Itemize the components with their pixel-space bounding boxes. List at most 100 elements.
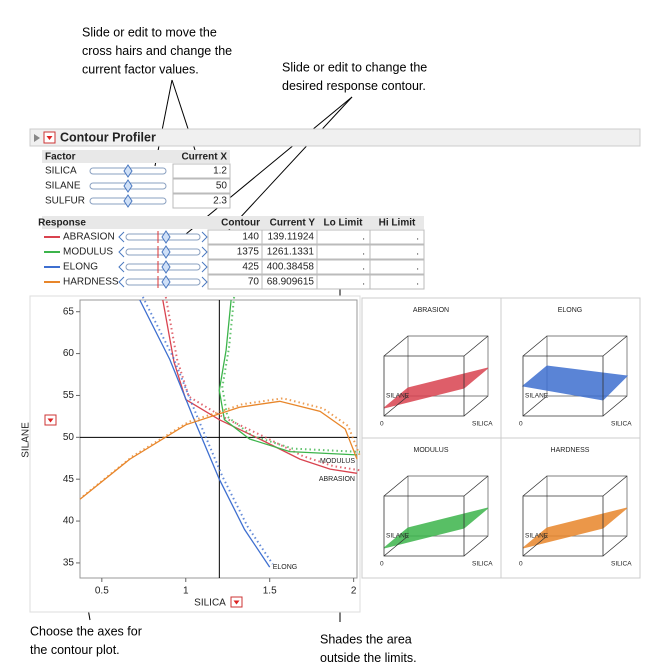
edit-box[interactable] (369, 274, 425, 290)
surface (521, 365, 629, 401)
panel-title: Contour Profiler (60, 130, 156, 144)
slider-arrow[interactable] (201, 231, 208, 243)
surface-z-tick: 0 (519, 421, 523, 428)
lo-limit: . (362, 262, 365, 273)
surface-y-label: SILANE (386, 393, 410, 400)
x-tick-label: 0.5 (95, 586, 109, 597)
contour-value: 70 (248, 277, 260, 288)
edit-box[interactable] (369, 259, 425, 275)
slider-arrow[interactable] (118, 231, 125, 243)
column-header: Response (38, 218, 86, 229)
surface-z-tick: 0 (380, 561, 384, 568)
contour-value: 425 (242, 262, 259, 273)
column-header: Factor (45, 152, 76, 163)
slider-thumb[interactable] (161, 275, 171, 289)
cube-front (522, 335, 628, 417)
contour-line (139, 299, 271, 568)
contour-label: MODULUS (320, 458, 355, 465)
slider-thumb[interactable] (123, 179, 133, 193)
slider-thumb[interactable] (161, 245, 171, 259)
table-header (42, 150, 230, 163)
column-header: Lo Limit (324, 218, 364, 229)
column-header: Current Y (270, 218, 316, 229)
annotation: desired response contour. (282, 79, 426, 93)
y-tick-label: 50 (63, 432, 75, 443)
contour-line (162, 299, 358, 474)
surface (522, 507, 628, 549)
slider-arrow[interactable] (201, 246, 208, 258)
contour-shade-edge (82, 397, 361, 498)
x-axis-label: SILICA (194, 598, 226, 609)
contour-value: 140 (242, 232, 259, 243)
edit-box[interactable] (172, 193, 231, 209)
menu-icon (233, 600, 240, 605)
lo-limit: . (362, 232, 365, 243)
response-name: MODULUS (63, 247, 113, 258)
edit-box[interactable] (369, 244, 425, 260)
edit-box[interactable] (172, 178, 231, 194)
cube-front (383, 475, 489, 557)
y-tick-label: 40 (63, 516, 75, 527)
hi-limit: . (416, 232, 419, 243)
y-tick-label: 65 (63, 306, 75, 317)
plot-frame (79, 299, 358, 579)
hi-limit: . (416, 262, 419, 273)
table-header (42, 216, 424, 229)
slider-arrow[interactable] (201, 261, 208, 273)
lo-limit: . (362, 277, 365, 288)
y-tick-label: 60 (63, 348, 75, 359)
annotation: the contour plot. (30, 643, 120, 657)
surface-y-label: SILANE (525, 393, 549, 400)
surface-z-tick: 0 (380, 421, 384, 428)
hi-limit: . (416, 277, 419, 288)
factor-name: SILICA (45, 166, 77, 177)
menu-icon (46, 136, 53, 140)
surface-z-tick: 0 (519, 561, 523, 568)
response-name: HARDNESS (63, 277, 119, 288)
contour-line (79, 400, 358, 500)
surface-y-label: SILANE (525, 533, 549, 540)
annotation: Slide or edit to move the (82, 25, 217, 39)
surface-title: HARDNESS (551, 447, 590, 454)
slider-arrow[interactable] (118, 246, 125, 258)
slider-thumb[interactable] (123, 194, 133, 208)
annotation: Choose the axes for (30, 624, 142, 638)
menu-icon (47, 418, 54, 423)
slider-arrow[interactable] (201, 276, 208, 288)
contour-line (218, 299, 358, 456)
current-y: 139.11924 (267, 232, 314, 243)
edit-box[interactable] (172, 163, 231, 179)
contour-value: 1375 (237, 247, 260, 258)
factor-value: 1.2 (213, 166, 227, 177)
annotation: current factor values. (82, 62, 199, 76)
contour-label: ELONG (273, 564, 298, 571)
slider-arrow[interactable] (118, 276, 125, 288)
current-y: 400.38458 (267, 262, 315, 273)
pointer-line (185, 96, 353, 235)
x-tick-label: 1 (183, 586, 189, 597)
current-y: 68.909615 (267, 277, 315, 288)
x-tick-label: 2 (351, 586, 357, 597)
contour-shade-edge (221, 296, 361, 453)
contour-label: ABRASION (319, 476, 355, 483)
surface-title: ELONG (558, 307, 583, 314)
cube-front (383, 335, 489, 417)
slider-thumb[interactable] (161, 230, 171, 244)
slider-arrow[interactable] (118, 261, 125, 273)
column-header: Contour (221, 218, 260, 229)
surface (383, 367, 489, 409)
lo-limit: . (362, 247, 365, 258)
surface-y-label: SILANE (386, 533, 410, 540)
y-axis-label: SILANE (21, 422, 32, 458)
y-tick-label: 55 (63, 390, 75, 401)
annotation: outside the limits. (320, 651, 417, 665)
response-name: ELONG (63, 262, 98, 273)
panel-header (29, 128, 641, 147)
slider-thumb[interactable] (123, 164, 133, 178)
surface-x-label: SILICA (611, 561, 632, 568)
slider-thumb[interactable] (161, 260, 171, 274)
edit-box[interactable] (369, 229, 425, 245)
factor-name: SILANE (45, 181, 81, 192)
disclosure-icon[interactable] (34, 134, 40, 142)
